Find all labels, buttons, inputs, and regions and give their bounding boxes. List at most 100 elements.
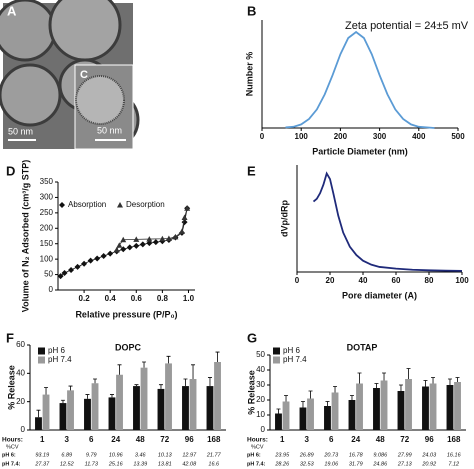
panel-label: B: [247, 3, 256, 18]
legend-swatch: [273, 347, 280, 355]
error-bar: [455, 377, 460, 382]
cv-label: %CV: [6, 444, 19, 450]
bar: [206, 386, 214, 430]
error-bar: [349, 395, 354, 400]
x-tick-label: 100: [295, 132, 309, 141]
cv-value: 20.92: [421, 461, 436, 467]
error-bar: [134, 384, 139, 387]
x-tick-label: 0.4: [105, 294, 117, 303]
error-bar: [406, 368, 411, 379]
bar: [422, 386, 429, 430]
legend-swatch: [38, 347, 45, 355]
data-point: [152, 239, 159, 246]
cv-value: 20.73: [323, 452, 339, 458]
cv-row-label: pH 7.4:: [247, 461, 266, 467]
error-bar: [398, 384, 403, 391]
data-point: [120, 236, 127, 243]
x-tick-label: 0.6: [131, 294, 143, 303]
bar: [275, 413, 282, 430]
cv-label: %CV: [251, 444, 264, 450]
bar: [454, 382, 461, 430]
error-bar: [374, 383, 379, 388]
y-axis-label: dVp/dRp: [279, 200, 289, 237]
error-bar: [166, 355, 171, 364]
cv-row-label: pH 6:: [247, 452, 261, 458]
bar: [282, 401, 290, 430]
x-tick-label: 80: [425, 276, 434, 285]
cv-value: 19.06: [324, 461, 339, 467]
cv-value: 11.73: [85, 461, 99, 467]
x-tick-label: 96: [425, 435, 434, 444]
bar: [91, 383, 99, 430]
cv-value: 16.6: [208, 461, 220, 467]
x-tick-label: 300: [373, 132, 387, 141]
data-point: [94, 255, 101, 262]
data-point: [81, 260, 88, 267]
data-point: [146, 236, 153, 242]
x-axis-label: Particle Diameter (nm): [312, 146, 408, 156]
error-bar: [207, 377, 212, 387]
cv-value: 42.08: [182, 461, 197, 467]
bar: [84, 398, 91, 430]
inset-label: C: [80, 69, 88, 81]
error-bar: [44, 387, 49, 395]
x-tick-label: 40: [359, 276, 368, 285]
data-line: [116, 208, 188, 251]
y-tick-label: 40: [256, 365, 265, 374]
cv-value: 10.96: [109, 452, 124, 458]
data-point: [178, 228, 185, 234]
cv-value: 7.12: [448, 461, 459, 467]
data-point: [100, 253, 107, 260]
data-point: [57, 273, 64, 280]
error-bar: [300, 401, 305, 408]
cv-value: 16.78: [349, 452, 364, 458]
cv-value: 21.77: [206, 452, 222, 458]
cv-row-label: pH 7.4:: [2, 461, 21, 467]
x-tick-label: 72: [160, 435, 169, 444]
data-point: [87, 257, 94, 264]
cv-value: 93.19: [35, 452, 49, 458]
tem-image: A 50 nm C 50 nm: [0, 0, 140, 150]
bar: [373, 388, 380, 430]
cv-value: 13.81: [158, 461, 172, 467]
legend-marker: [117, 202, 123, 208]
x-tick-label: 3: [65, 435, 70, 444]
data-point: [172, 233, 179, 240]
bar: [157, 388, 165, 430]
error-bar: [183, 378, 188, 387]
scale-label: 50 nm: [97, 125, 122, 135]
bar: [35, 417, 42, 430]
x-tick-label: 400: [412, 132, 426, 141]
legend-swatch: [38, 356, 45, 364]
cv-value: 27.13: [397, 461, 413, 467]
cv-value: 12.97: [182, 452, 197, 458]
cv-value: 9.086: [373, 452, 388, 458]
bar: [59, 403, 67, 430]
data-point: [139, 241, 146, 248]
bar: [324, 406, 331, 430]
y-tick-label: 300: [40, 193, 54, 202]
cv-value: 27.99: [397, 452, 412, 458]
error-bar: [191, 364, 196, 379]
y-axis-label: % Release: [246, 370, 256, 415]
legend-label: pH 6: [48, 346, 65, 355]
y-axis-label: Volume of N₂ Adsorbed (cm³/g STP): [20, 160, 30, 313]
x-tick-label: 200: [334, 132, 348, 141]
y-tick-label: 200: [40, 223, 54, 232]
cv-value: 24.86: [372, 461, 388, 467]
data-point: [74, 263, 81, 270]
error-bar: [142, 361, 147, 368]
y-tick-label: 0: [49, 285, 54, 294]
cv-value: 23.95: [274, 452, 290, 458]
error-bar: [60, 399, 65, 404]
y-tick-label: 60: [16, 340, 25, 349]
y-tick-label: 250: [40, 208, 54, 217]
bar: [446, 385, 454, 430]
data-point: [113, 246, 120, 253]
x-tick-label: 0.2: [79, 294, 91, 303]
cv-value: 26.89: [299, 452, 314, 458]
legend-label: Desorption: [126, 200, 165, 209]
data-point: [159, 235, 166, 242]
data-point: [61, 270, 68, 277]
